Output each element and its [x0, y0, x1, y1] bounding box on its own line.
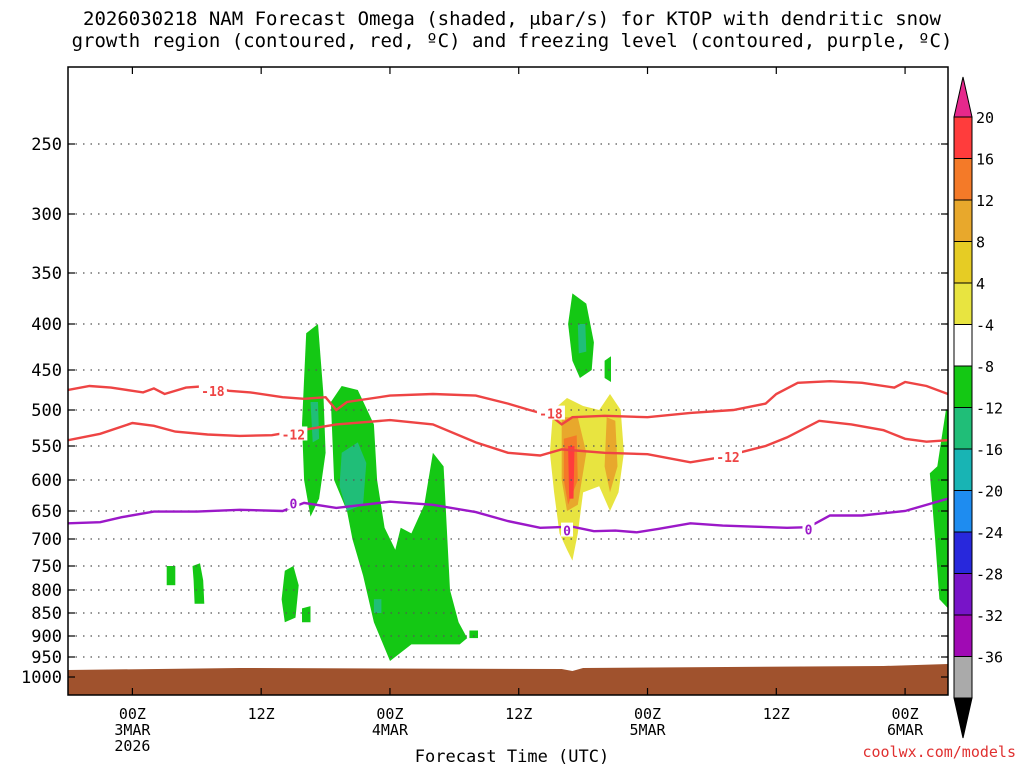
colorbar-swatch [953, 490, 973, 533]
colorbar-label: 12 [976, 192, 994, 210]
y-tick-label: 250 [31, 135, 62, 155]
omega-region-8 [604, 356, 611, 382]
colorbar-swatch [953, 324, 973, 367]
y-tick-label: 950 [31, 648, 62, 668]
colorbar-swatch [953, 407, 973, 450]
x-tick-label: 2026 [114, 737, 150, 755]
y-tick-label: 650 [31, 502, 62, 522]
colorbar-swatch [953, 116, 973, 159]
contour-label-bg [198, 382, 227, 397]
contour-label: 0 [289, 498, 297, 513]
y-tick-label: 450 [31, 361, 62, 381]
colorbar-label: -16 [976, 441, 1003, 459]
omega-region-9 [929, 410, 948, 609]
omega-region-10 [339, 442, 367, 511]
colorbar-label: -24 [976, 524, 1003, 542]
contour-line-3 [68, 497, 948, 534]
x-tick-label: 00Z [634, 705, 661, 723]
plot-frame [67, 66, 949, 696]
contour-label-bg [714, 448, 742, 463]
x-tick-label: 6MAR [887, 721, 924, 739]
omega-region-5 [166, 566, 176, 586]
colorbar-swatch [953, 241, 973, 284]
colorbar-swatch [953, 656, 973, 699]
colorbar-label: -36 [976, 649, 1003, 667]
contour-line-2 [68, 418, 948, 464]
omega-region-4 [302, 606, 311, 623]
contour-label-bg [561, 522, 574, 537]
x-tick-label: 5MAR [629, 721, 666, 739]
y-tick-label: 900 [31, 627, 62, 647]
colorbar-swatch [953, 448, 973, 491]
colorbar-swatch [953, 158, 973, 201]
omega-region-18 [568, 446, 575, 499]
terrain-band [68, 664, 948, 695]
colorbar-swatch [953, 365, 973, 408]
x-tick-label: 00Z [376, 705, 403, 723]
colorbar-label: -12 [976, 400, 1003, 418]
x-axis-title: Forecast Time (UTC) [414, 747, 610, 767]
colorbar-label: 4 [976, 275, 985, 293]
x-tick-label: 3MAR [114, 721, 151, 739]
omega-region-12 [373, 599, 382, 613]
colorbar-label: -8 [976, 358, 994, 376]
y-tick-label: 600 [31, 471, 62, 491]
colorbar-swatch [953, 573, 973, 616]
y-tick-label: 300 [31, 205, 62, 225]
omega-region-13 [577, 324, 587, 354]
plot-area: -18 -18 -12 -12 0 0 0 [68, 143, 948, 695]
contour-label: -12 [282, 428, 305, 443]
contour-label-bg [802, 521, 815, 536]
y-tick-label: 500 [31, 401, 62, 421]
y-tick-label: 800 [31, 581, 62, 601]
x-tick-label: 12Z [763, 705, 790, 723]
y-tick-label: 550 [31, 437, 62, 457]
colorbar-top-arrow [953, 76, 973, 118]
contour-line-1 [68, 379, 948, 426]
omega-region-11 [310, 402, 320, 443]
colorbar-bottom-arrow [953, 697, 973, 739]
credit-text[interactable]: coolwx.com/models [862, 743, 1016, 761]
y-tick-label: 750 [31, 557, 62, 577]
colorbar-label: 16 [976, 151, 994, 169]
y-tick-label: 350 [31, 264, 62, 284]
x-tick-label: 00Z [892, 705, 919, 723]
colorbar-label: -4 [976, 317, 994, 335]
colorbar-label: -20 [976, 483, 1003, 501]
colorbar-swatch [953, 199, 973, 242]
contour-label: -18 [539, 408, 563, 423]
omega-region-2 [469, 630, 478, 639]
x-tick-label: 4MAR [372, 721, 409, 739]
colorbar-label: -28 [976, 566, 1003, 584]
x-tick-label: 00Z [119, 705, 146, 723]
y-tick-label: 700 [31, 530, 62, 550]
contour-label-bg [536, 405, 565, 420]
contour-label-bg [287, 495, 300, 510]
omega-region-6 [192, 563, 205, 604]
omega-region-3 [281, 566, 299, 623]
chart-title-line-1: 2026030218 NAM Forecast Omega (shaded, μ… [83, 8, 941, 30]
colorbar-label: 8 [976, 234, 985, 252]
contour-label: -18 [201, 385, 225, 400]
omega-region-1 [330, 386, 468, 661]
contour-label: 0 [805, 523, 813, 538]
contour-label: -12 [716, 451, 739, 466]
colorbar-swatch [953, 614, 973, 657]
chart-title-line-2: growth region (contoured, red, ºC) and f… [71, 30, 953, 52]
colorbar-swatch [953, 282, 973, 325]
y-tick-label: 850 [31, 604, 62, 624]
y-tick-label: 400 [31, 315, 62, 335]
y-tick-label: 1000 [21, 668, 62, 688]
colorbar-label: 20 [976, 109, 994, 127]
omega-region-16 [604, 417, 618, 493]
colorbar-label: -32 [976, 607, 1003, 625]
contour-label: 0 [563, 525, 571, 540]
colorbar-swatch [953, 531, 973, 574]
x-tick-label: 12Z [248, 705, 275, 723]
x-tick-label: 12Z [505, 705, 532, 723]
contour-label-bg [279, 426, 308, 441]
